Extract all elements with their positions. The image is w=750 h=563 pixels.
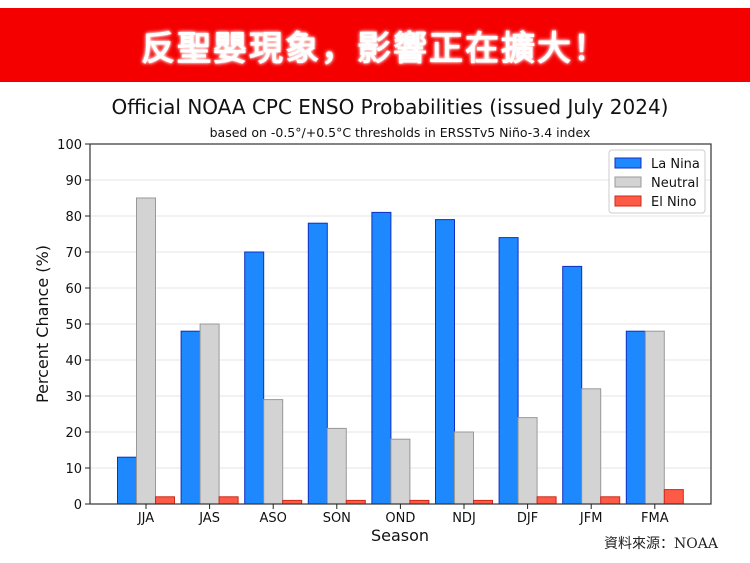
bar-la-nina: [307, 222, 328, 505]
x-tick-label: JJA: [137, 511, 154, 526]
bar-el-nino: [218, 496, 239, 505]
y-tick-label: 50: [65, 318, 82, 333]
headline-banner: 反聖嬰現象，影響正在擴大！: [0, 8, 750, 82]
bar-la-nina: [117, 456, 137, 505]
bar-el-nino: [536, 496, 557, 505]
legend-swatch: [614, 157, 642, 169]
legend-label: El Nino: [651, 195, 697, 210]
x-tick-label: DJF: [517, 511, 538, 526]
y-tick-label: 90: [65, 174, 82, 189]
x-tick-label: ASO: [260, 511, 287, 526]
legend-swatch: [614, 176, 642, 188]
x-tick-label: JAS: [198, 511, 220, 526]
bar-la-nina: [180, 330, 201, 505]
bar-el-nino: [663, 489, 684, 505]
bar-neutral: [199, 323, 220, 505]
x-tick-label: OND: [385, 511, 415, 526]
x-tick-label: FMA: [641, 511, 669, 526]
bar-el-nino: [600, 496, 621, 505]
bar-la-nina: [625, 330, 646, 505]
bar-la-nina: [244, 251, 265, 505]
bar-neutral: [136, 197, 156, 505]
legend-label: La Nina: [651, 157, 700, 172]
legend-swatch: [614, 195, 642, 207]
y-tick-label: 70: [65, 246, 82, 261]
bar-el-nino: [155, 496, 175, 505]
y-tick-label: 20: [65, 426, 82, 441]
x-tick-label: JFM: [579, 511, 603, 526]
bar-la-nina: [371, 211, 392, 505]
chart-subtitle: based on -0.5°/+0.5°C thresholds in ERSS…: [210, 125, 591, 140]
y-tick-label: 80: [65, 210, 82, 225]
bar-neutral: [390, 438, 411, 505]
chart-title: Official NOAA CPC ENSO Probabilities (is…: [112, 95, 669, 119]
bar-neutral: [644, 330, 665, 505]
bar-neutral: [581, 388, 602, 505]
bar-la-nina: [562, 265, 583, 505]
bar-la-nina: [435, 219, 455, 505]
source-credit: 資料來源：NOAA: [604, 536, 718, 552]
x-axis-label: Season: [371, 526, 429, 545]
y-tick-label: 30: [65, 390, 82, 405]
bar-neutral: [326, 427, 347, 505]
y-tick-label: 100: [57, 138, 82, 153]
y-tick-label: 10: [65, 462, 82, 477]
x-tick-label: NDJ: [452, 511, 476, 526]
bar-la-nina: [498, 237, 519, 505]
x-tick-label: SON: [323, 511, 351, 526]
bar-neutral: [263, 399, 284, 505]
y-tick-label: 0: [74, 498, 82, 513]
y-tick-label: 40: [65, 354, 82, 369]
bar-neutral: [454, 431, 474, 505]
y-tick-label: 60: [65, 282, 82, 297]
legend: La Nina Neutral El Nino: [608, 149, 706, 214]
bar-neutral: [517, 417, 538, 505]
legend-label: Neutral: [651, 176, 699, 191]
y-axis-label: Percent Chance (%): [33, 245, 52, 403]
headline-text: 反聖嬰現象，影響正在擴大！: [141, 28, 609, 69]
